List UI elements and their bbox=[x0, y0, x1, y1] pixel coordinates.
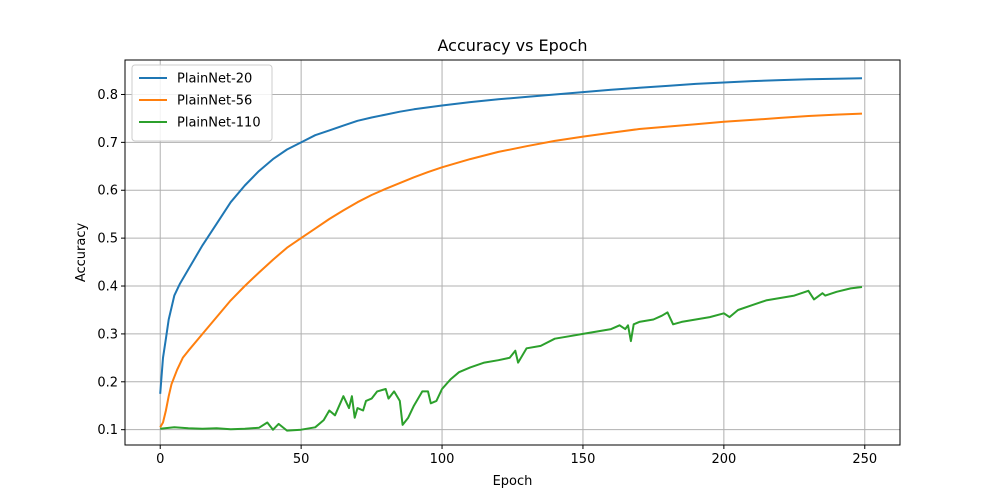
series-layer bbox=[159, 77, 863, 432]
series-line-1 bbox=[159, 112, 863, 428]
y-tick-label: 0.4 bbox=[97, 280, 118, 295]
grid bbox=[125, 60, 900, 445]
x-tick-label: 0 bbox=[156, 452, 164, 467]
y-tick-label: 0.2 bbox=[97, 375, 118, 390]
x-tick-label: 50 bbox=[293, 452, 310, 467]
series-line-0 bbox=[159, 77, 863, 394]
x-axis-label: Epoch bbox=[493, 474, 533, 489]
plot-frame bbox=[124, 59, 901, 446]
legend: PlainNet-20 PlainNet-56 PlainNet-110 bbox=[131, 64, 273, 142]
legend-label-0: PlainNet-20 bbox=[177, 72, 252, 87]
x-tick-label: 250 bbox=[852, 452, 877, 467]
ticks: 0 50 100 150 200 250 0.1 0.2 0.3 0.4 0.5 0.6 0.7 0.8 bbox=[97, 88, 877, 467]
x-tick-label: 100 bbox=[430, 452, 455, 467]
y-tick-label: 0.5 bbox=[97, 232, 118, 247]
y-tick-label: 0.7 bbox=[97, 136, 118, 151]
legend-label-2: PlainNet-110 bbox=[177, 116, 261, 131]
y-axis-label: Accuracy bbox=[74, 223, 89, 283]
y-tick-label: 0.8 bbox=[97, 88, 118, 103]
y-tick-label: 0.6 bbox=[97, 184, 118, 199]
x-tick-label: 150 bbox=[571, 452, 596, 467]
y-tick-label: 0.3 bbox=[97, 327, 118, 342]
chart-title: Accuracy vs Epoch bbox=[437, 36, 587, 55]
x-tick-label: 200 bbox=[711, 452, 736, 467]
legend-label-1: PlainNet-56 bbox=[177, 94, 252, 109]
series-line-2 bbox=[160, 286, 863, 432]
y-tick-label: 0.1 bbox=[97, 423, 118, 438]
